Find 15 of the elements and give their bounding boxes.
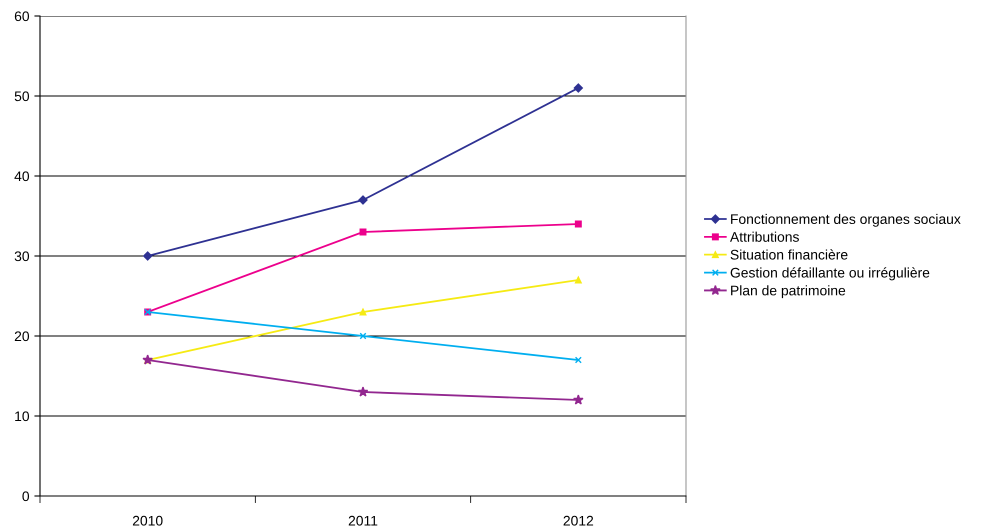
legend-label: Situation financière	[730, 249, 848, 260]
y-tick-label: 60	[14, 11, 30, 22]
x-tick-label: 2010	[132, 516, 163, 526]
x-tick-label: 2011	[348, 516, 378, 526]
y-tick-label: 30	[14, 251, 30, 262]
y-tick-label: 20	[14, 331, 30, 342]
y-tick-label: 0	[22, 491, 30, 502]
legend-label: Gestion défaillante ou irrégulière	[730, 267, 930, 280]
legend-label: Attributions	[730, 232, 799, 242]
y-tick-label: 10	[15, 411, 30, 422]
legend-label: Plan de patrimoine	[731, 285, 846, 298]
y-tick-label: 50	[14, 91, 30, 102]
y-tick-label: 40	[14, 171, 30, 182]
x-tick-label: 2012	[564, 516, 594, 526]
legend-label: Fonctionnement des organes sociaux	[731, 214, 961, 227]
